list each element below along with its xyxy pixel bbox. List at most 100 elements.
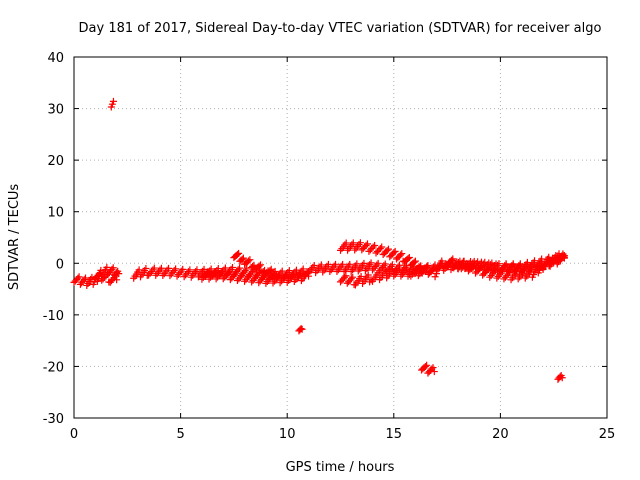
- data-point: [80, 276, 88, 284]
- data-point: [245, 272, 253, 280]
- data-point: [214, 265, 222, 273]
- data-point: [420, 264, 428, 272]
- x-axis-label: GPS time / hours: [286, 460, 395, 475]
- y-tick-label: 40: [47, 51, 64, 66]
- y-tick-label: 0: [56, 257, 64, 272]
- data-point: [298, 325, 306, 333]
- data-point: [438, 259, 446, 267]
- data-point: [246, 271, 254, 279]
- x-tick-label: 5: [176, 427, 184, 442]
- data-point: [332, 260, 340, 268]
- data-point: [266, 267, 274, 275]
- data-point: [405, 253, 413, 261]
- data-point: [177, 267, 185, 275]
- series-isolated-low-2: [554, 371, 566, 383]
- data-points: [70, 97, 568, 383]
- data-point: [285, 267, 293, 275]
- data-point: [186, 266, 194, 274]
- series-arc-4: [230, 249, 281, 281]
- data-point: [95, 270, 103, 278]
- data-point: [349, 273, 357, 281]
- data-point: [278, 267, 286, 275]
- data-point: [516, 261, 524, 269]
- grid: [74, 57, 607, 418]
- data-point: [165, 264, 173, 272]
- data-point: [245, 257, 253, 265]
- data-point: [367, 259, 375, 267]
- data-point: [172, 265, 180, 273]
- data-point: [381, 260, 389, 268]
- data-point: [353, 260, 361, 268]
- data-point: [317, 261, 325, 269]
- y-tick-label: -10: [43, 309, 64, 324]
- data-point: [252, 273, 260, 281]
- data-point: [341, 273, 349, 281]
- data-point: [179, 265, 187, 273]
- data-point: [411, 257, 419, 265]
- data-point: [364, 271, 372, 279]
- data-point: [396, 251, 404, 259]
- data-point: [364, 240, 372, 248]
- data-point: [460, 257, 468, 265]
- data-point: [398, 250, 406, 258]
- data-point: [289, 270, 297, 278]
- x-tick-label: 0: [70, 427, 78, 442]
- data-point: [492, 260, 500, 268]
- x-tick-label: 15: [386, 427, 403, 442]
- data-point: [299, 265, 307, 273]
- data-point: [282, 271, 290, 279]
- series-isolated-mid: [295, 325, 306, 335]
- series-arc-3: [198, 268, 313, 287]
- chart-title: Day 181 of 2017, Sidereal Day-to-day VTE…: [79, 21, 602, 36]
- data-point: [207, 265, 215, 273]
- y-tick-label: -20: [43, 360, 64, 375]
- data-point: [502, 260, 510, 268]
- data-point: [476, 260, 484, 268]
- data-point: [221, 264, 229, 272]
- data-point: [491, 261, 499, 269]
- data-point: [109, 264, 117, 272]
- data-point: [339, 260, 347, 268]
- data-point: [232, 269, 240, 277]
- data-point: [383, 246, 391, 254]
- data-point: [113, 276, 121, 284]
- data-point: [310, 261, 318, 269]
- data-point: [238, 255, 246, 263]
- y-tick-label: 20: [47, 154, 64, 169]
- data-point: [231, 271, 239, 279]
- data-point: [193, 266, 201, 274]
- data-point: [111, 272, 119, 280]
- series-arc-1b: [91, 269, 121, 286]
- data-point: [292, 266, 300, 274]
- data-point: [429, 364, 437, 372]
- plot-frame: [73, 56, 608, 419]
- data-point: [453, 258, 461, 266]
- data-point: [255, 262, 263, 270]
- data-point: [253, 271, 261, 279]
- data-point: [225, 268, 233, 276]
- data-point: [273, 271, 281, 279]
- data-point: [204, 268, 212, 276]
- data-point: [378, 243, 386, 251]
- data-point: [558, 374, 566, 382]
- series-arc-10: [432, 251, 568, 276]
- data-point: [135, 266, 143, 274]
- data-point: [257, 261, 265, 269]
- data-point: [430, 368, 438, 376]
- data-point: [224, 270, 232, 278]
- data-point: [403, 265, 411, 273]
- axis-ticks: 0 5 10 15 20 25 -30 -20 -10 0 10 20 30 40: [43, 51, 616, 442]
- data-point: [413, 265, 421, 273]
- series-isolated-low-1: [418, 361, 438, 377]
- y-tick-label: -30: [43, 412, 64, 427]
- data-point: [74, 274, 82, 282]
- data-point: [421, 362, 429, 370]
- data-point: [228, 264, 236, 272]
- x-tick-label: 25: [599, 427, 616, 442]
- data-point: [342, 239, 350, 247]
- data-point: [102, 272, 110, 280]
- data-point: [469, 259, 477, 267]
- data-point: [449, 255, 457, 263]
- data-point: [324, 260, 332, 268]
